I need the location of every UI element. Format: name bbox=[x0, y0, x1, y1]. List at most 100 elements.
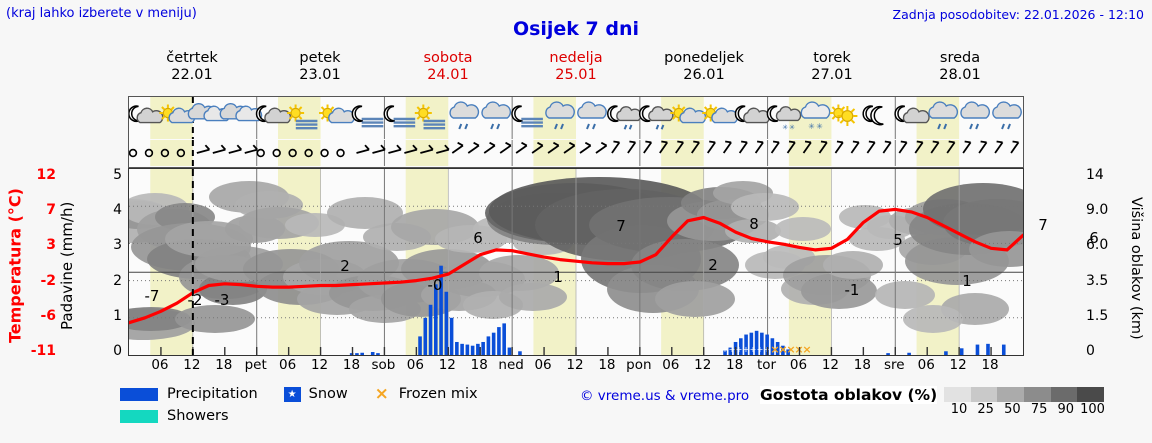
wind-barb-icon bbox=[691, 140, 700, 154]
temperature-point-label-0: -7 bbox=[144, 287, 160, 305]
page-title: Osijek 7 dni bbox=[512, 18, 640, 40]
svg-text:+: + bbox=[743, 345, 750, 354]
wind-barb-icon bbox=[611, 140, 621, 154]
snow-icon: ★ bbox=[283, 386, 301, 402]
moon-cloud-icon bbox=[734, 105, 771, 124]
chart-legend: Precipitation ★ Snow × Frozen mix Shower… bbox=[120, 383, 680, 439]
moon-cloud-rain-icon bbox=[638, 105, 674, 130]
wind-calm-icon bbox=[176, 148, 186, 158]
temperature-point-label-9: 8 bbox=[749, 215, 759, 233]
temperature-tick-0: 12 bbox=[36, 167, 56, 183]
wind-barb-icon bbox=[643, 140, 653, 154]
x-tick-12-9: 12 bbox=[438, 357, 456, 373]
cloud-snow-icon: ✳ ✳ bbox=[800, 101, 831, 131]
legend-showers-label: Showers bbox=[167, 408, 229, 424]
weather-icons-svg: ✳ ✳ ✳ ✳ bbox=[128, 97, 1022, 139]
wind-barb-icon bbox=[675, 140, 684, 154]
x-tick-06-8: 06 bbox=[406, 357, 424, 373]
wind-barb-icon bbox=[388, 144, 402, 154]
temperature-point-label-1: -2 bbox=[187, 291, 203, 309]
wind-barb-icon bbox=[515, 141, 528, 154]
x-tick-sre-23: sre bbox=[883, 357, 905, 373]
cloud-rain-icon bbox=[960, 101, 990, 130]
moon-fog-icon bbox=[383, 105, 416, 128]
temperature-point-label-12: 1 bbox=[962, 272, 972, 290]
wind-barb-icon bbox=[436, 144, 450, 154]
x-tick-18-18: 18 bbox=[726, 357, 744, 373]
day-header-0: četrtek 22.01 bbox=[128, 50, 256, 92]
cloud-rain-icon bbox=[992, 101, 1022, 130]
temperature-point-label-7: 7 bbox=[616, 217, 626, 235]
temperature-tick-2: 3 bbox=[46, 237, 56, 254]
day-header-2: sobota 24.01 bbox=[384, 50, 512, 92]
weather-icon-strip: ✳ ✳ ✳ ✳ bbox=[128, 96, 1024, 140]
x-tick-tor-19: tor bbox=[757, 357, 777, 373]
x-tick-12-13: 12 bbox=[566, 357, 584, 373]
wind-barb-icon bbox=[882, 140, 892, 154]
last-updated-text: Zadnja posodobitev: 22.01.2026 - 12:10 bbox=[892, 7, 1144, 22]
wind-barb-icon bbox=[962, 140, 972, 154]
precip-tick-4: 1 bbox=[113, 307, 122, 324]
moon-cloud-icon bbox=[255, 105, 292, 124]
wind-barb-icon bbox=[531, 141, 544, 154]
x-tick-06-24: 06 bbox=[917, 357, 935, 373]
day-date: 24.01 bbox=[427, 67, 469, 83]
day-header-1: petek 23.01 bbox=[256, 50, 384, 92]
day-header-row: četrtek 22.01 petek 23.01 sobota 24.01 nedelja… bbox=[128, 50, 1024, 92]
wind-barb-icon bbox=[850, 140, 860, 154]
day-name: sobota bbox=[423, 50, 473, 66]
wind-barb-icon bbox=[499, 141, 512, 154]
cloud-tick-1: 9.0 bbox=[1086, 202, 1109, 219]
density-swatch-75 bbox=[1024, 387, 1051, 402]
svg-text:✳: ✳ bbox=[816, 122, 823, 131]
svg-text:+: + bbox=[750, 345, 757, 354]
day-name: nedelja bbox=[549, 50, 603, 66]
moon-fog-icon bbox=[351, 105, 384, 128]
svg-text:✳: ✳ bbox=[789, 123, 795, 131]
temperature-point-label-2: -3 bbox=[214, 291, 230, 309]
cloud-density-label: Gostota oblakov (%) bbox=[760, 386, 938, 404]
density-swatch-100 bbox=[1077, 387, 1105, 402]
x-tick-12-25: 12 bbox=[949, 357, 967, 373]
wind-barb-icon bbox=[356, 144, 370, 154]
meteogram-plot: +++++++××××× bbox=[128, 168, 1024, 356]
cloud-density-ticks: 10 25 50 75 90 100 bbox=[938, 402, 1114, 420]
cloud-icon bbox=[219, 102, 263, 122]
x-tick-12-21: 12 bbox=[821, 357, 840, 373]
frozen-mix-icon: × bbox=[374, 384, 389, 404]
precip-tick-2: 3 bbox=[113, 237, 122, 254]
cloud-tick-3: 3.5 bbox=[1086, 272, 1109, 289]
legend-precipitation: Precipitation bbox=[120, 386, 258, 402]
cloud-height-axis-title: Višina oblakov (km) bbox=[1128, 196, 1144, 340]
wind-barb-icon bbox=[834, 140, 844, 154]
x-tick-ned-11: ned bbox=[498, 357, 524, 373]
svg-text:×: × bbox=[770, 343, 779, 355]
day-header-4: ponedeljek 26.01 bbox=[640, 50, 768, 92]
day-date: 26.01 bbox=[683, 67, 725, 83]
cloud-rain-icon bbox=[577, 101, 607, 130]
moon-cloud-icon bbox=[128, 105, 164, 124]
svg-text:×: × bbox=[802, 343, 811, 355]
wind-barb-icon bbox=[914, 140, 924, 154]
temperature-point-label-13: 7 bbox=[1038, 216, 1048, 234]
meteogram-svg: +++++++××××× bbox=[129, 169, 1023, 355]
x-tick-18-10: 18 bbox=[470, 357, 488, 373]
density-tick-100: 100 bbox=[1080, 402, 1105, 417]
wind-barbs-svg bbox=[128, 140, 1036, 166]
day-date: 25.01 bbox=[555, 67, 597, 83]
wind-barb-icon bbox=[802, 140, 812, 154]
precipitation-axis-title: Padavine (mm/h) bbox=[58, 201, 76, 331]
sun-icon bbox=[829, 104, 858, 126]
legend-snow: ★ Snow bbox=[283, 386, 348, 402]
density-tick-25: 25 bbox=[977, 402, 994, 417]
legend-precipitation-label: Precipitation bbox=[167, 386, 258, 402]
copyright-text[interactable]: © vreme.us & vreme.pro bbox=[580, 388, 750, 404]
day-name: sreda bbox=[939, 50, 981, 66]
wind-barb-icon bbox=[754, 140, 764, 154]
temperature-point-label-4: -0 bbox=[427, 276, 443, 294]
temperature-tick-1: 7 bbox=[46, 202, 56, 219]
x-tick-18-22: 18 bbox=[853, 357, 871, 373]
cloud-rain-icon bbox=[481, 101, 512, 130]
x-axis-labels: 06 12 18 pet 06 12 18 sob 06 12 18 ned 06 12 18 pon 06 12… bbox=[128, 357, 1024, 377]
wind-barb-icon bbox=[706, 140, 716, 154]
